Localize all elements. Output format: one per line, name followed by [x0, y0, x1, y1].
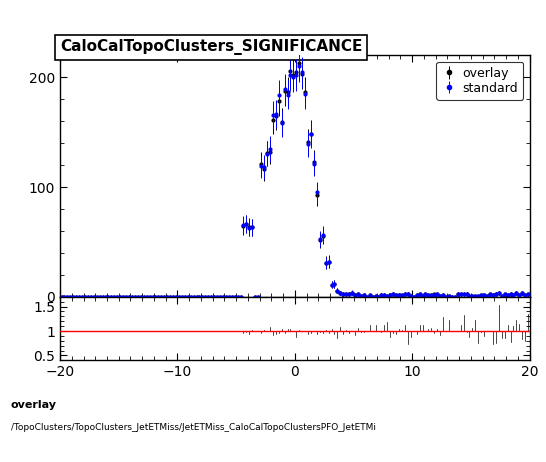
Text: overlay: overlay	[11, 400, 57, 410]
Legend: overlay, standard: overlay, standard	[436, 62, 524, 100]
Text: CaloCalTopoClusters_SIGNIFICANCE: CaloCalTopoClusters_SIGNIFICANCE	[60, 39, 363, 55]
Text: /TopoClusters/TopoClusters_JetETMiss/JetETMiss_CaloCalTopoClustersPFO_JetETMi: /TopoClusters/TopoClusters_JetETMiss/Jet…	[11, 423, 376, 432]
